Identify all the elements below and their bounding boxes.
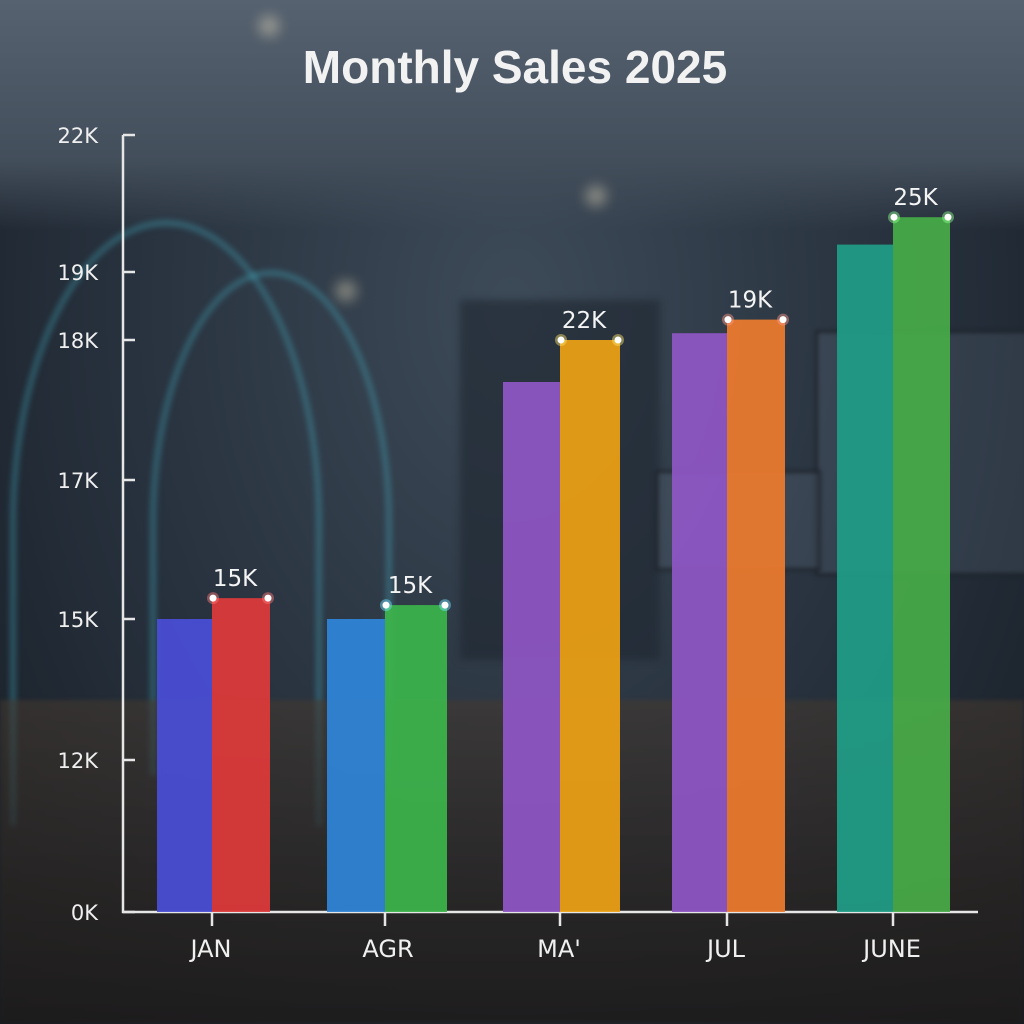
x-tick-label: AGR [362, 935, 413, 963]
bar-series1 [503, 382, 560, 912]
data-label: 25K [893, 185, 938, 211]
chart-title: Monthly Sales 2025 [303, 41, 727, 93]
bar-series1 [327, 619, 385, 912]
background-lamp [258, 15, 280, 37]
x-tick-label: MA' [537, 935, 581, 963]
x-axis-ticks: JAN AGR MA' JUL JUNE [188, 912, 921, 963]
bar-series2 [893, 217, 950, 912]
bar-marker [724, 316, 732, 324]
y-tick-label: 17K [58, 469, 100, 493]
data-label: 15K [388, 573, 433, 599]
bar-series1 [157, 619, 212, 912]
y-tick-label: 15K [58, 608, 100, 632]
background-lamp [335, 280, 357, 302]
background-lamp [585, 185, 607, 207]
y-tick-label: 22K [58, 124, 100, 148]
bar-marker [779, 316, 787, 324]
data-label: 19K [728, 288, 773, 314]
data-label: 15K [213, 566, 258, 592]
data-labels: 15K 15K 22K 19K 25K [213, 185, 939, 599]
bar-marker [890, 213, 898, 221]
bar-marker [614, 336, 622, 344]
bar-series2 [560, 340, 620, 912]
bar-marker [441, 601, 449, 609]
bar-marker [382, 601, 390, 609]
background-ceiling [0, 0, 1024, 230]
bar-marker [944, 213, 952, 221]
bar-series1 [672, 333, 727, 912]
x-tick-label: JUL [705, 935, 746, 963]
x-tick-label: JUNE [861, 935, 921, 963]
bar-marker [264, 594, 272, 602]
y-tick-label: 18K [58, 329, 100, 353]
bar-marker [209, 594, 217, 602]
x-tick-label: JAN [188, 935, 231, 963]
data-label: 22K [562, 308, 607, 334]
bar-marker [557, 336, 565, 344]
bar-series2 [727, 319, 785, 913]
chart-bars [157, 211, 954, 913]
bar-series2 [212, 598, 270, 912]
bar-series1 [837, 244, 893, 913]
y-tick-label: 19K [58, 261, 100, 285]
y-axis-ticks: 0K 12K 15K 17K 18K 19K 22K [58, 124, 135, 925]
bar-series2 [385, 605, 447, 912]
background-arch [150, 270, 392, 776]
y-tick-label: 12K [58, 749, 100, 773]
y-tick-label: 0K [71, 901, 99, 925]
